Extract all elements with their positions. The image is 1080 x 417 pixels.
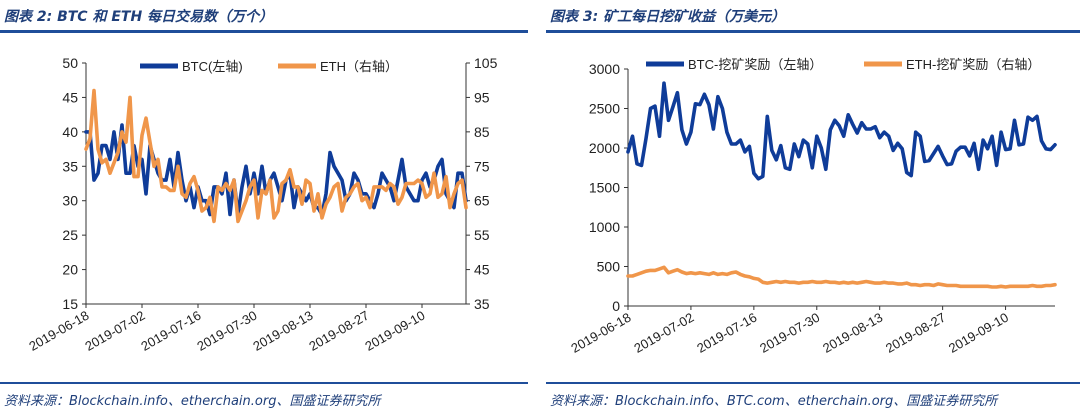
y-tick-label-left: 0 (612, 298, 620, 314)
x-tick-label: 2019-07-16 (694, 310, 759, 356)
y-tick-label-left: 3000 (589, 61, 620, 77)
y-tick-label-left: 1000 (589, 219, 620, 235)
y-tick-label-left: 1500 (589, 180, 620, 196)
legend-label-btc: BTC-挖矿奖励（左轴） (688, 57, 822, 72)
x-tick-label: 2019-07-02 (82, 308, 147, 354)
x-tick-label: 2019-07-30 (757, 310, 822, 356)
x-tick-label: 2019-06-18 (26, 308, 91, 354)
y-tick-label-right: 55 (474, 227, 490, 243)
y-tick-label-right: 65 (474, 193, 490, 209)
y-tick-label-left: 25 (62, 227, 78, 243)
x-tick-label: 2019-09-10 (362, 308, 427, 354)
legend-label-btc: BTC(左轴) (182, 59, 243, 74)
y-tick-label-left: 40 (62, 124, 78, 140)
chart-title-right: 图表 3: 矿工每日挖矿收益（万美元） (550, 9, 786, 25)
chart-left: 15 20 25 30 35 40 45 50 35 45 55 65 75 85 95 105 2019-06… (26, 55, 498, 354)
y-tick-label-left: 15 (62, 296, 78, 312)
series-line-eth (84, 88, 468, 224)
panel-mining-revenue: 图表 3: 矿工每日挖矿收益（万美元） 0 500 1000 1500 2000 2500… (546, 0, 1080, 417)
y-tick-label-left: 35 (62, 158, 78, 174)
title-rule-left (0, 30, 528, 33)
chart-right: 0500100015002000250030002019-06-182019-0… (568, 57, 1057, 356)
y-tick-label-right: 75 (474, 158, 490, 174)
title-rule-right (546, 30, 1080, 33)
x-tick-label: 2019-06-18 (568, 310, 633, 356)
y-tick-label-right: 45 (474, 262, 490, 278)
x-tick-label: 2019-08-13 (820, 310, 885, 356)
source-rule-right (546, 382, 1080, 384)
legend-label-eth: ETH（右轴） (320, 59, 398, 74)
y-tick-label-right: 95 (474, 89, 490, 105)
source-rule-left (0, 382, 528, 384)
x-tick-label: 2019-08-27 (883, 310, 948, 356)
x-tick-label: 2019-08-13 (250, 308, 315, 354)
y-tick-label-left: 2500 (589, 101, 620, 117)
chart-title-left: 图表 2: BTC 和 ETH 每日交易数（万个） (4, 9, 274, 25)
source-left: 资料来源：Blockchain.info、etherchain.org、国盛证券… (4, 394, 381, 409)
series-line-btc (626, 81, 1057, 181)
y-tick-label-right: 35 (474, 296, 490, 312)
x-tick-label: 2019-07-16 (138, 308, 203, 354)
y-tick-label-left: 500 (597, 259, 621, 275)
y-tick-label-right: 85 (474, 124, 490, 140)
y-tick-label-left: 2000 (589, 140, 620, 156)
x-tick-label: 2019-08-27 (306, 308, 371, 354)
legend-label-eth: ETH-挖矿奖励（右轴） (906, 57, 1040, 72)
y-tick-label-left: 30 (62, 193, 78, 209)
y-tick-label-left: 45 (62, 89, 78, 105)
x-tick-label: 2019-07-30 (194, 308, 259, 354)
series-line-btc (84, 123, 468, 217)
y-tick-label-right: 105 (474, 55, 498, 71)
series-line-eth (626, 265, 1057, 289)
y-tick-label-left: 50 (62, 55, 78, 71)
x-tick-label: 2019-07-02 (631, 310, 696, 356)
panel-btc-eth-transactions: 图表 2: BTC 和 ETH 每日交易数（万个） 15 20 25 30 35 40 45… (0, 0, 528, 417)
source-right: 资料来源：Blockchain.info、BTC.com、etherchain.… (550, 394, 998, 409)
x-tick-label: 2019-09-10 (946, 310, 1011, 356)
y-tick-label-left: 20 (62, 262, 78, 278)
